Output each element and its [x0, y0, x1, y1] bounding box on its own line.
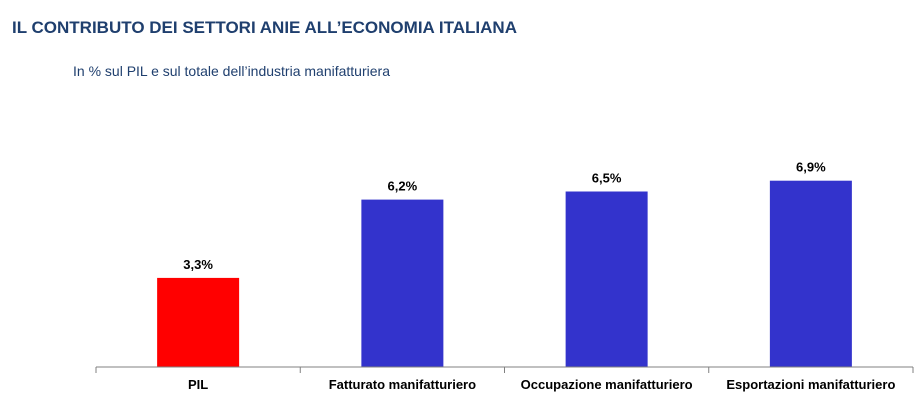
page-title: IL CONTRIBUTO DEI SETTORI ANIE ALL’ECONO… — [12, 18, 517, 37]
bar-2 — [361, 199, 444, 367]
bar-value-label: 6,5% — [592, 171, 622, 186]
bar-4 — [769, 180, 852, 367]
bar-1 — [157, 277, 240, 367]
category-label: PIL — [188, 377, 208, 392]
bar-3 — [565, 191, 648, 367]
category-label: Fatturato manifatturiero — [329, 377, 476, 392]
bar-value-label: 3,3% — [183, 257, 213, 272]
category-label: Occupazione manifatturiero — [521, 377, 693, 392]
category-label: Esportazioni manifatturiero — [726, 377, 895, 392]
bar-value-label: 6,2% — [388, 179, 418, 194]
page-subtitle: In % sul PIL e sul totale dell’industria… — [73, 63, 390, 79]
bars-layer: 3,3% 6,2% 6,5% 6,9% — [157, 160, 852, 367]
x-axis: PIL Fatturato manifatturiero Occupazione m… — [95, 366, 914, 392]
bar-value-label: 6,9% — [796, 160, 826, 175]
